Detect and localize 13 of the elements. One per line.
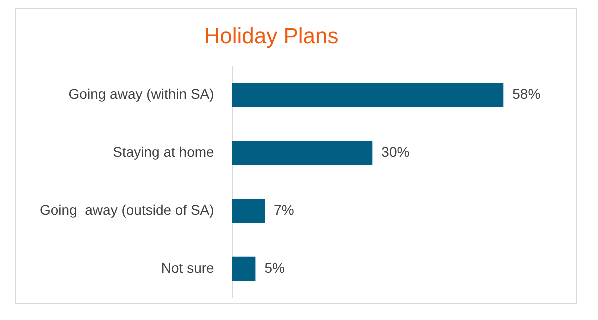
bar: [232, 256, 256, 282]
chart-title: Holiday Plans: [204, 23, 339, 48]
data-label: 7%: [274, 202, 294, 218]
bar: [232, 141, 373, 166]
y-tick-label: Staying at home: [113, 144, 215, 160]
data-label: 30%: [382, 144, 410, 160]
bar: [232, 83, 504, 108]
data-label: 58%: [512, 86, 541, 102]
y-tick-label: Going away (outside of SA): [40, 202, 214, 218]
data-label: 5%: [264, 260, 285, 276]
y-tick-label: Not sure: [161, 260, 215, 276]
y-tick-label: Going away (within SA): [68, 86, 214, 102]
bar: [232, 198, 266, 224]
